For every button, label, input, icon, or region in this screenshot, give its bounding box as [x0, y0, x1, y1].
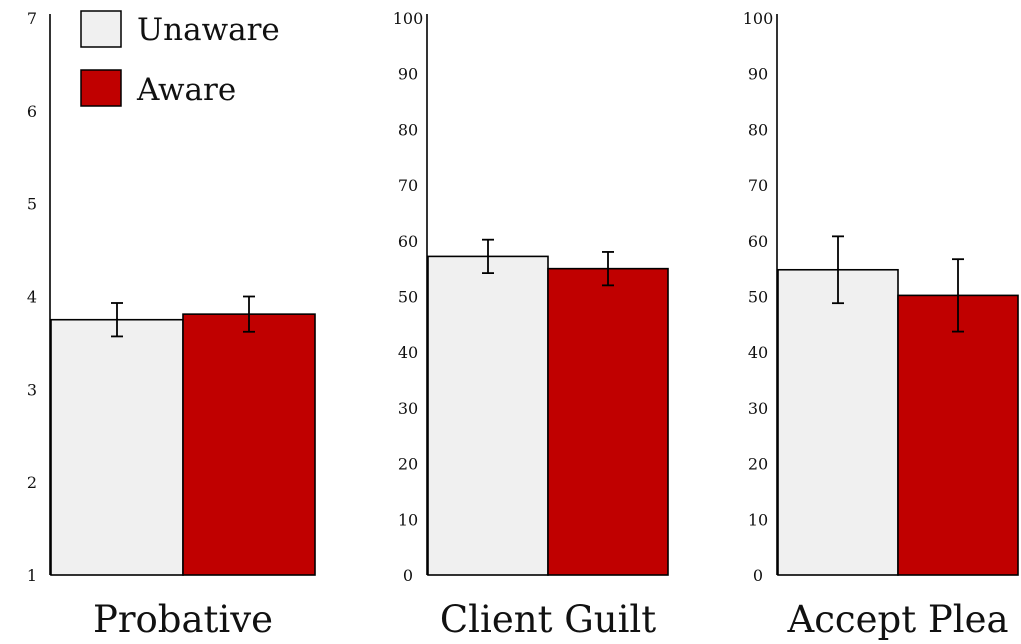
- error-bar-unaware: [111, 302, 123, 338]
- legend-label-aware: Aware: [136, 72, 236, 108]
- chart-panel-3: 0 10 20 30 40 50 60 70 80 90 100 Accept Plea: [743, 9, 1019, 641]
- y-tick-label: 6: [27, 102, 37, 121]
- y-tick-label: 60: [748, 232, 768, 251]
- bar-unaware: [427, 255, 549, 576]
- y-tick-label: 40: [398, 343, 418, 362]
- bar-aware: [897, 294, 1019, 576]
- y-tick-label: 4: [27, 288, 37, 307]
- y-tick-label: 80: [398, 120, 418, 139]
- y-tick-label: 80: [748, 120, 768, 139]
- bar-unaware: [50, 318, 184, 576]
- y-tick-label: 10: [398, 510, 418, 529]
- y-tick-label: 5: [27, 195, 37, 214]
- legend: Unaware Aware: [80, 10, 280, 108]
- category-label: Accept Plea: [786, 598, 1008, 641]
- y-tick-label: 20: [398, 455, 418, 474]
- y-tick-label: 90: [748, 65, 768, 84]
- y-tick-label: 50: [748, 288, 768, 307]
- y-tick-label: 20: [748, 455, 768, 474]
- y-tick-label: 60: [398, 232, 418, 251]
- y-tick-label: 70: [398, 176, 418, 195]
- chart-panel-2: 0 10 20 30 40 50 60 70 80 90 100 Client Guilt: [393, 9, 669, 641]
- y-tick-label: 90: [398, 65, 418, 84]
- y-tick-label: 100: [393, 9, 424, 28]
- y-tick-label: 7: [27, 9, 37, 28]
- error-bar-aware: [602, 251, 614, 287]
- chart-panel-1: 1 2 3 4 5 6 7 Probative: [27, 9, 316, 641]
- y-tick-label: 0: [753, 566, 763, 585]
- bar-aware: [182, 313, 316, 576]
- legend-label-unaware: Unaware: [137, 12, 280, 48]
- error-bar-aware: [243, 295, 255, 333]
- y-tick-label: 1: [27, 566, 37, 585]
- y-tick-label: 30: [748, 399, 768, 418]
- y-tick-label: 10: [748, 510, 768, 529]
- y-tick-label: 2: [27, 473, 37, 492]
- y-tick-label: 70: [748, 176, 768, 195]
- y-tick-label: 30: [398, 399, 418, 418]
- y-tick-label: 40: [748, 343, 768, 362]
- y-tick-label: 100: [743, 9, 774, 28]
- error-bar-unaware: [832, 235, 844, 305]
- legend-swatch-unaware: [80, 10, 122, 48]
- category-label: Client Guilt: [440, 598, 656, 641]
- bar-aware: [547, 267, 669, 576]
- error-bar-aware: [952, 258, 964, 333]
- bar-unaware: [777, 268, 899, 576]
- y-tick-label: 50: [398, 288, 418, 307]
- y-tick-label: 0: [403, 566, 413, 585]
- legend-swatch-aware: [80, 69, 122, 107]
- error-bar-unaware: [482, 238, 494, 275]
- category-label: Probative: [93, 598, 273, 641]
- y-tick-label: 3: [27, 380, 37, 399]
